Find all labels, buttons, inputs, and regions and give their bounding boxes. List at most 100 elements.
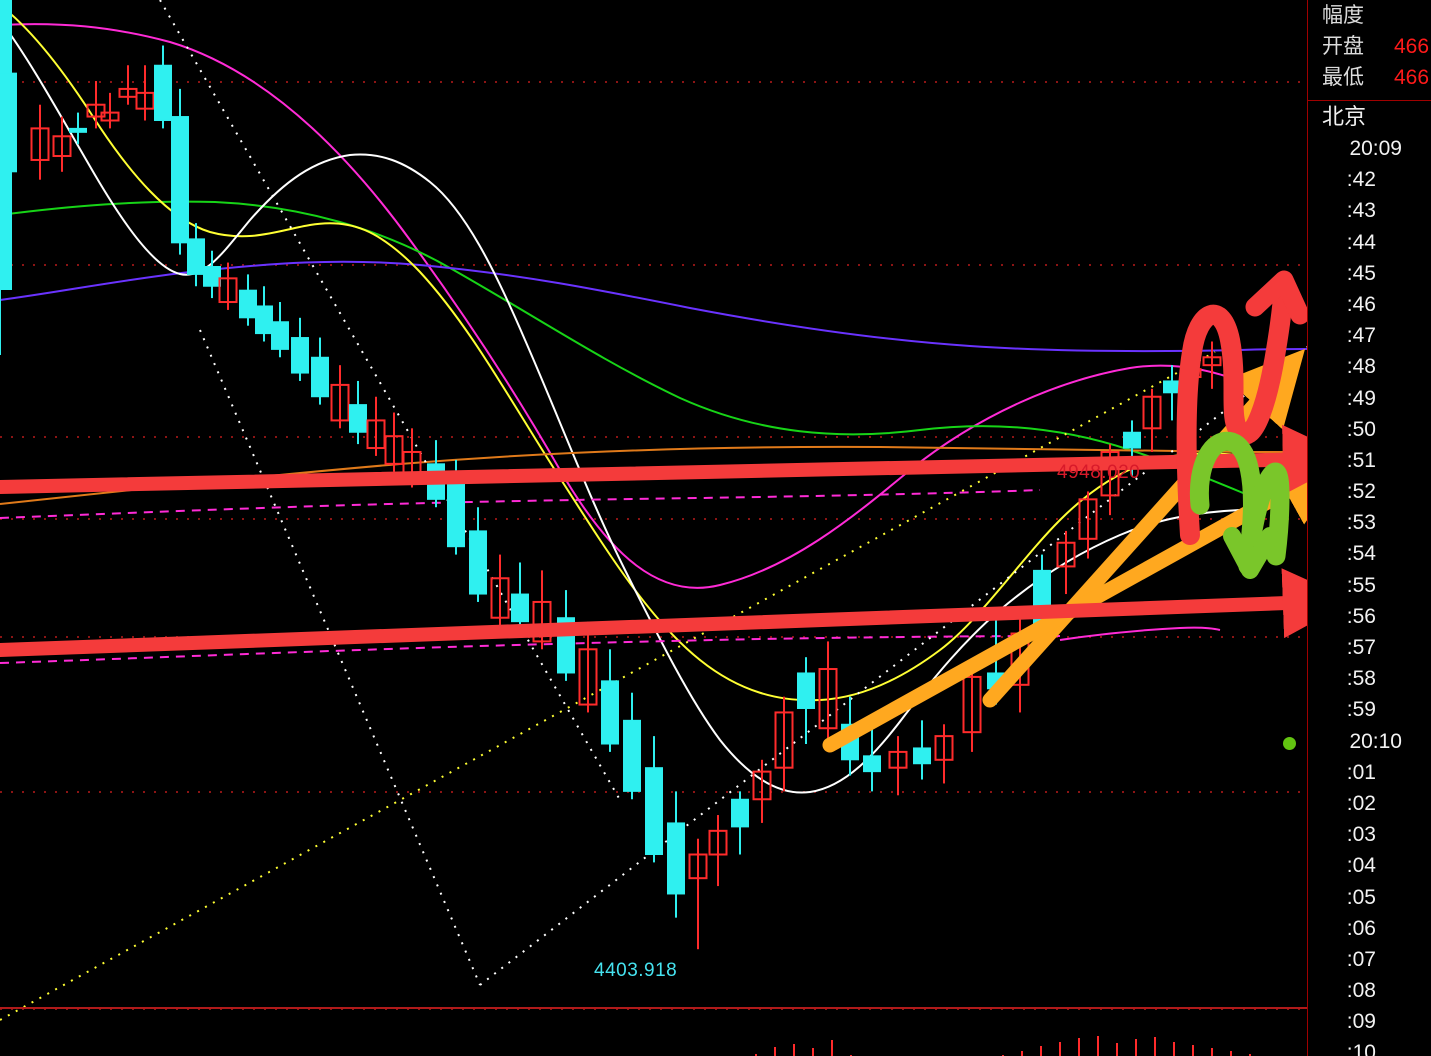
- candle-body: [888, 750, 908, 769]
- candlestick: [962, 665, 982, 752]
- candle-body: [532, 600, 552, 643]
- candle-body: [1078, 498, 1098, 540]
- time-tick-list[interactable]: 20:09 :42 :43 :44 :45 :46 :47 :48 :49 :50 :51 :52 :5…: [1308, 133, 1431, 1056]
- candlestick: [532, 570, 552, 650]
- green-zigzag-arrowhead: [1223, 527, 1279, 579]
- candle-body: [239, 289, 257, 319]
- time-tick-02[interactable]: :02: [1346, 791, 1376, 815]
- candle-body: [1056, 541, 1076, 568]
- grid-dotted-lines: [0, 81, 1307, 1010]
- price-label-low: 4403.918: [594, 960, 678, 981]
- ma-lines: [0, 4, 1307, 794]
- red-horizontal-arrow-upper: [0, 424, 1307, 495]
- candlestick: [0, 45, 17, 208]
- candle-body: [818, 668, 838, 730]
- candlestick: [667, 791, 685, 918]
- time-tick-07[interactable]: :07: [1346, 947, 1376, 971]
- band-magenta-dashed-lower: [0, 635, 1061, 664]
- candlestick: [731, 791, 749, 855]
- candle-body: [218, 277, 238, 304]
- time-tick-01[interactable]: :01: [1346, 760, 1376, 784]
- candlestick: [934, 724, 954, 784]
- candle-body: [1123, 431, 1141, 449]
- candle-body: [797, 672, 815, 709]
- candlestick: [100, 92, 120, 129]
- candle-body: [203, 266, 221, 287]
- candle-body: [863, 755, 881, 773]
- candle-body: [1202, 356, 1222, 367]
- candle-body: [469, 530, 487, 595]
- panel-divider: [1308, 100, 1431, 101]
- candlestick: [1056, 530, 1076, 595]
- ma-green-line: [0, 200, 1281, 509]
- candle-body: [578, 648, 598, 706]
- time-tick-03[interactable]: :03: [1346, 823, 1376, 847]
- red-zigzag-up-arrow: [1176, 276, 1294, 545]
- candlestick: [863, 728, 881, 792]
- time-tick-2009[interactable]: 20:09: [1349, 137, 1402, 160]
- right-time-axis-panel[interactable]: 幅度 开盘 466 最低 466 北京 20:09:42:43:44:45:46…: [1307, 0, 1431, 1056]
- dotted-channel-down-1: [159, 0, 621, 801]
- quote-value-low: 466: [1394, 66, 1430, 89]
- time-tick-2010[interactable]: 20:10: [1349, 729, 1402, 753]
- candle-body: [731, 798, 749, 828]
- candlestick: [578, 621, 598, 713]
- candlestick: [218, 262, 238, 310]
- ma-magenta-line: [0, 23, 1281, 589]
- candle-body: [0, 72, 17, 173]
- time-tick-53[interactable]: :53: [1346, 511, 1376, 535]
- candle-body: [1100, 450, 1120, 497]
- time-tick-06[interactable]: :06: [1346, 916, 1376, 940]
- time-tick-46[interactable]: :46: [1346, 292, 1376, 316]
- time-tick-59[interactable]: :59: [1346, 698, 1376, 722]
- candlestick-chart-canvas[interactable]: 4948.020 4403.918: [0, 0, 1307, 1056]
- time-tick-04[interactable]: :04: [1346, 854, 1376, 878]
- time-tick-10[interactable]: :10: [1346, 1041, 1376, 1056]
- candlestick: [271, 302, 289, 358]
- ma-yellow-line: [0, 4, 1307, 702]
- time-tick-51[interactable]: :51: [1346, 448, 1376, 472]
- candlestick: [86, 81, 106, 129]
- red-zigzag-arrowhead: [1245, 270, 1307, 325]
- time-tick-49[interactable]: :49: [1346, 386, 1376, 410]
- candle-body: [774, 711, 794, 769]
- time-tick-54[interactable]: :54: [1346, 542, 1376, 566]
- quote-label-low: 最低: [1322, 66, 1364, 89]
- dotted-channel-lines: [159, 0, 1307, 986]
- time-tick-57[interactable]: :57: [1346, 636, 1376, 659]
- time-tick-42[interactable]: :42: [1346, 168, 1376, 192]
- time-tick-05[interactable]: :05: [1346, 885, 1376, 909]
- time-tick-52[interactable]: :52: [1346, 480, 1376, 504]
- candlestick: [187, 223, 205, 287]
- candlestick: [311, 337, 329, 405]
- candle-body: [154, 64, 172, 121]
- candle-body: [86, 103, 106, 118]
- candle-body: [511, 593, 529, 623]
- candlestick: [774, 696, 794, 792]
- candlestick: [708, 815, 728, 887]
- candle-body: [187, 238, 205, 275]
- candle-body: [708, 829, 728, 856]
- time-tick-09[interactable]: :09: [1346, 1010, 1376, 1034]
- candle-body: [291, 337, 309, 374]
- candlestick: [913, 720, 931, 780]
- time-tick-48[interactable]: :48: [1346, 355, 1376, 379]
- time-tick-58[interactable]: :58: [1346, 667, 1376, 691]
- time-tick-45[interactable]: :45: [1346, 261, 1376, 285]
- candle-body: [601, 680, 619, 745]
- dotted-channel-up-1: [479, 346, 1307, 986]
- candle-body: [366, 419, 386, 450]
- time-tick-08[interactable]: :08: [1346, 979, 1376, 1003]
- time-tick-47[interactable]: :47: [1346, 324, 1376, 348]
- time-tick-44[interactable]: :44: [1346, 230, 1376, 254]
- time-tick-56[interactable]: :56: [1346, 604, 1376, 628]
- time-tick-43[interactable]: :43: [1346, 199, 1376, 223]
- current-time-marker-dot: [1283, 737, 1296, 750]
- candlestick: [1142, 388, 1162, 452]
- candlestick: [623, 692, 641, 800]
- candle-body: [962, 675, 982, 734]
- time-tick-55[interactable]: :55: [1346, 573, 1376, 597]
- candle-body: [69, 127, 87, 133]
- candlestick: [511, 562, 529, 634]
- time-tick-50[interactable]: :50: [1346, 417, 1376, 441]
